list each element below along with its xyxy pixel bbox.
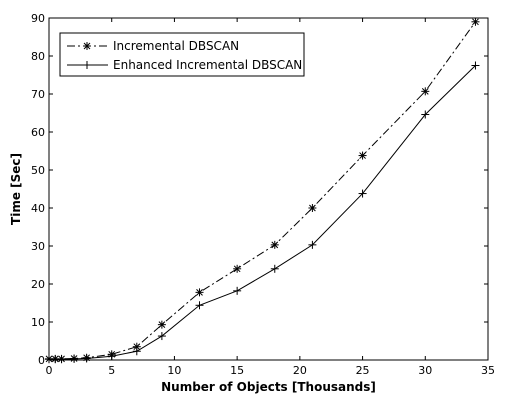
data-point	[157, 320, 166, 329]
x-tick-label: 5	[108, 364, 115, 377]
x-tick-label: 30	[418, 364, 432, 377]
y-tick-label: 60	[31, 126, 45, 139]
data-point	[471, 61, 480, 70]
y-tick-label: 10	[31, 316, 45, 329]
legend-marker-incremental-dbscan	[83, 42, 91, 50]
x-axis: 0 5 10 15 20 25 30 35	[46, 18, 495, 377]
data-point	[195, 301, 204, 310]
x-tick-label: 0	[46, 364, 53, 377]
data-point	[308, 204, 317, 212]
data-point	[70, 354, 79, 363]
data-point	[358, 151, 367, 160]
data-point	[157, 332, 166, 341]
data-point	[57, 355, 66, 364]
y-tick-label: 0	[38, 354, 45, 367]
y-tick-label: 80	[31, 50, 45, 63]
x-tick-label: 25	[356, 364, 370, 377]
data-point	[421, 87, 430, 96]
y-tick-label: 40	[31, 202, 45, 215]
y-axis: 0 10 20 30 40 50 60 70 80 90	[31, 12, 488, 367]
legend-entry-enhanced-incremental-dbscan: Enhanced Incremental DBSCAN	[67, 58, 302, 72]
data-point	[270, 240, 279, 249]
y-tick-label: 70	[31, 88, 45, 101]
series-enhanced-incremental-dbscan	[45, 61, 480, 364]
legend-marker-enhanced-incremental-dbscan	[83, 61, 91, 69]
x-tick-label: 10	[167, 364, 181, 377]
y-tick-label: 30	[31, 240, 45, 253]
legend: Incremental DBSCAN Enhanced Incremental …	[59, 32, 305, 77]
y-tick-label: 20	[31, 278, 45, 291]
legend-box	[59, 32, 305, 77]
x-tick-label: 15	[230, 364, 244, 377]
data-point	[270, 264, 279, 273]
data-point	[132, 342, 141, 351]
x-tick-label: 20	[293, 364, 307, 377]
y-axis-label: Time [Sec]	[9, 153, 23, 225]
data-point	[358, 189, 367, 198]
legend-label-enhanced-incremental-dbscan: Enhanced Incremental DBSCAN	[113, 58, 302, 72]
legend-label-incremental-dbscan: Incremental DBSCAN	[113, 39, 239, 53]
legend-entry-incremental-dbscan: Incremental DBSCAN	[67, 39, 239, 53]
data-point	[82, 354, 91, 363]
data-point	[107, 352, 116, 361]
x-tick-label: 35	[481, 364, 495, 377]
y-tick-label: 90	[31, 12, 45, 25]
data-point	[233, 264, 242, 273]
data-point	[308, 240, 317, 249]
data-point	[233, 286, 242, 295]
data-point	[195, 288, 204, 297]
series-layer	[45, 17, 480, 364]
data-point	[471, 17, 480, 26]
y-tick-label: 50	[31, 164, 45, 177]
data-point	[421, 110, 430, 119]
legend-marker-glyph	[83, 42, 91, 50]
x-axis-label: Number of Objects [Thousands]	[161, 380, 376, 394]
data-point	[132, 347, 141, 356]
legend-marker-glyph	[83, 61, 91, 69]
